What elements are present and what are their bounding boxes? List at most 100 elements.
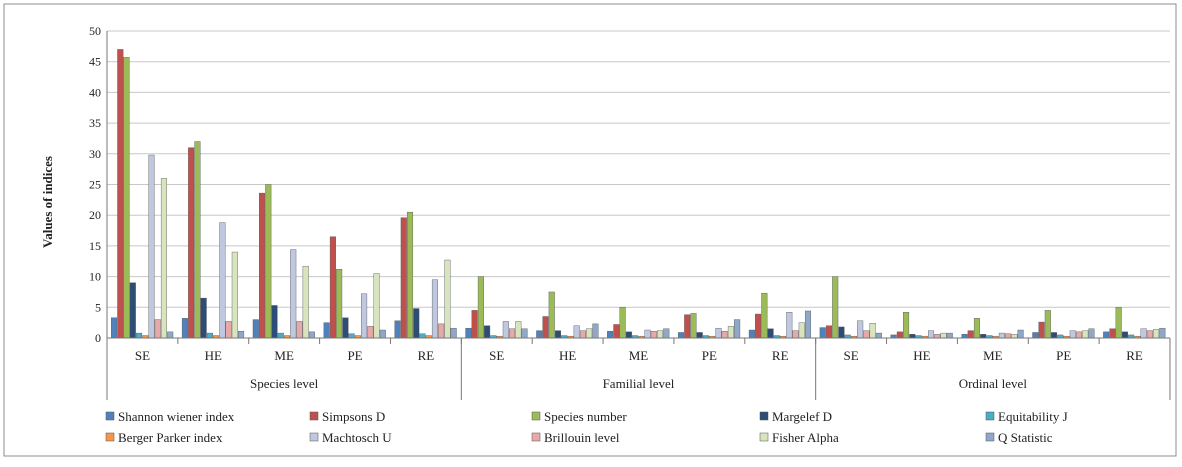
bar (1051, 332, 1058, 339)
bar (1017, 329, 1024, 339)
bar (548, 291, 555, 339)
legend-swatch (309, 432, 319, 442)
bar (225, 321, 232, 339)
bar (579, 330, 586, 339)
bar (748, 329, 755, 339)
y-tick-label: 0 (95, 331, 101, 345)
bar (607, 331, 614, 339)
y-axis-label: Values of indices (40, 156, 55, 248)
bar (896, 331, 903, 339)
bar (296, 321, 303, 339)
bar (613, 324, 620, 339)
bar (394, 320, 401, 339)
bar (1088, 328, 1095, 339)
group-label: Species level (250, 376, 319, 391)
bar (323, 322, 330, 339)
bar (419, 333, 426, 339)
bar (290, 249, 297, 339)
bar (903, 312, 910, 339)
bar (361, 293, 368, 339)
bar (586, 328, 593, 339)
bar (167, 331, 174, 339)
bar (194, 141, 201, 339)
bar (1109, 328, 1116, 339)
legend-label: Species number (544, 409, 627, 424)
x-tick-label: HE (913, 348, 930, 363)
bar (1159, 327, 1166, 339)
bar (819, 327, 826, 339)
bar (696, 332, 703, 339)
bar (271, 305, 278, 339)
bar (961, 334, 968, 339)
bar (946, 332, 953, 339)
bar (573, 325, 580, 339)
x-tick-label: HE (205, 348, 222, 363)
x-tick-label: HE (559, 348, 576, 363)
bar (406, 211, 414, 339)
bar (181, 318, 188, 339)
legend-swatch (309, 411, 319, 421)
bar (521, 328, 528, 339)
bar (160, 178, 167, 339)
bar (798, 322, 805, 339)
bar (542, 316, 549, 339)
bar (619, 307, 626, 339)
bar (650, 331, 657, 339)
bar (509, 328, 516, 339)
bar (123, 57, 130, 339)
bar (302, 265, 309, 339)
y-tick-label: 5 (95, 300, 101, 314)
bar (1069, 330, 1076, 339)
x-tick-label: RE (418, 348, 435, 363)
bar (231, 251, 238, 339)
bar (117, 49, 124, 339)
legend-swatch (759, 411, 769, 421)
bar (148, 154, 155, 339)
bar (838, 326, 845, 339)
bar (477, 276, 484, 339)
bar (200, 297, 207, 339)
bar (1044, 310, 1051, 339)
bar (825, 325, 832, 339)
legend-label: Equitability J (998, 409, 1068, 424)
y-tick-label: 50 (89, 24, 101, 38)
legend-swatch (531, 411, 541, 421)
legend-label: Berger Parker index (118, 430, 223, 445)
bar (129, 282, 136, 339)
bar (111, 317, 118, 339)
bar (400, 217, 407, 339)
legend-label: Fisher Alpha (772, 430, 839, 445)
x-tick-label: ME (983, 348, 1003, 363)
bar (940, 332, 947, 339)
x-tick-label: SE (135, 348, 150, 363)
bar (761, 292, 768, 339)
bar (973, 318, 980, 339)
bar (869, 323, 876, 339)
bar (625, 331, 632, 339)
bar (238, 331, 245, 339)
bar (308, 331, 315, 339)
y-tick-label: 35 (89, 116, 101, 130)
bar (928, 330, 935, 339)
x-tick-label: PE (347, 348, 362, 363)
legend-label: Brillouin level (544, 430, 620, 445)
x-tick-label: ME (629, 348, 649, 363)
x-tick-label: RE (772, 348, 789, 363)
group-label: Ordinal level (959, 376, 1028, 391)
bar (1121, 331, 1128, 339)
bar (727, 326, 734, 339)
bar (909, 334, 916, 339)
bar (1140, 328, 1147, 339)
bar (431, 279, 438, 339)
legend-swatch (759, 432, 769, 442)
x-tick-label: PE (1056, 348, 1071, 363)
bar (373, 273, 380, 339)
legend-label: Machtosch U (322, 430, 392, 445)
bar (804, 310, 812, 339)
bar (342, 317, 349, 339)
bar (767, 328, 774, 339)
bar (1153, 329, 1160, 339)
bar (715, 327, 722, 339)
bar (135, 332, 143, 339)
bar (329, 236, 336, 339)
